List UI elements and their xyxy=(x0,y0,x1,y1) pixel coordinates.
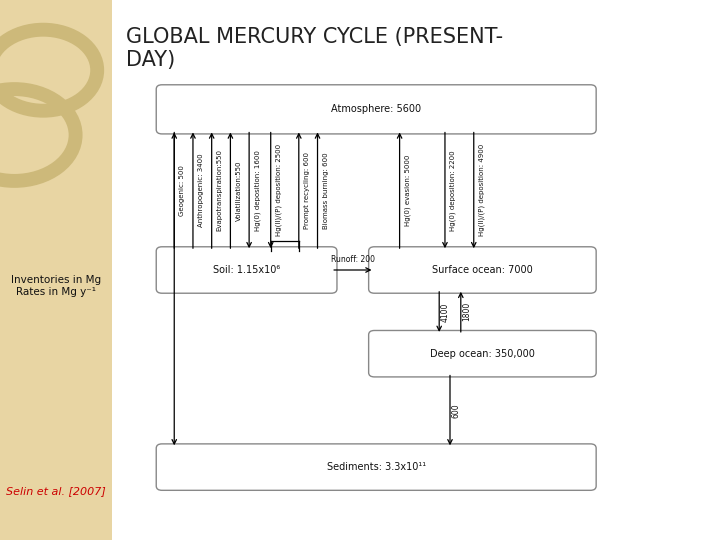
Text: 600: 600 xyxy=(451,403,460,418)
Text: GLOBAL MERCURY CYCLE (PRESENT-
DAY): GLOBAL MERCURY CYCLE (PRESENT- DAY) xyxy=(126,27,503,70)
Text: Prompt recycling: 600: Prompt recycling: 600 xyxy=(304,152,310,229)
Text: 1800: 1800 xyxy=(462,302,471,321)
Bar xyxy=(112,0,720,540)
Bar xyxy=(0,0,112,540)
Text: Sediments: 3.3x10¹¹: Sediments: 3.3x10¹¹ xyxy=(327,462,426,472)
Text: Evapotranspiration:550: Evapotranspiration:550 xyxy=(217,150,222,231)
Text: Hg(II)/(P) deposition: 2500: Hg(II)/(P) deposition: 2500 xyxy=(276,144,282,237)
Text: Anthropogenic: 3400: Anthropogenic: 3400 xyxy=(198,153,204,227)
Text: 4100: 4100 xyxy=(441,302,449,321)
Text: Hg(0) deposition: 2200: Hg(0) deposition: 2200 xyxy=(450,150,456,231)
Text: Deep ocean: 350,000: Deep ocean: 350,000 xyxy=(430,349,535,359)
Text: Geogenic: 500: Geogenic: 500 xyxy=(179,165,185,216)
FancyBboxPatch shape xyxy=(156,444,596,490)
Text: Volatilization:550: Volatilization:550 xyxy=(235,160,241,221)
Text: Hg(II)/(P) deposition: 4900: Hg(II)/(P) deposition: 4900 xyxy=(479,144,485,237)
Text: Surface ocean: 7000: Surface ocean: 7000 xyxy=(432,265,533,275)
Text: Soil: 1.15x10⁶: Soil: 1.15x10⁶ xyxy=(213,265,280,275)
Text: Selin et al. [2007]: Selin et al. [2007] xyxy=(6,487,106,496)
FancyBboxPatch shape xyxy=(369,330,596,377)
Text: Runoff: 200: Runoff: 200 xyxy=(330,254,375,264)
Text: Biomass burning: 600: Biomass burning: 600 xyxy=(323,152,328,228)
FancyBboxPatch shape xyxy=(156,247,337,293)
Text: Hg(0) evasion: 5000: Hg(0) evasion: 5000 xyxy=(405,154,411,226)
Text: Inventories in Mg
Rates in Mg y⁻¹: Inventories in Mg Rates in Mg y⁻¹ xyxy=(11,275,101,297)
FancyBboxPatch shape xyxy=(369,247,596,293)
Text: Hg(0) deposition: 1600: Hg(0) deposition: 1600 xyxy=(254,150,261,231)
Text: Atmosphere: 5600: Atmosphere: 5600 xyxy=(331,104,421,114)
FancyBboxPatch shape xyxy=(156,85,596,134)
